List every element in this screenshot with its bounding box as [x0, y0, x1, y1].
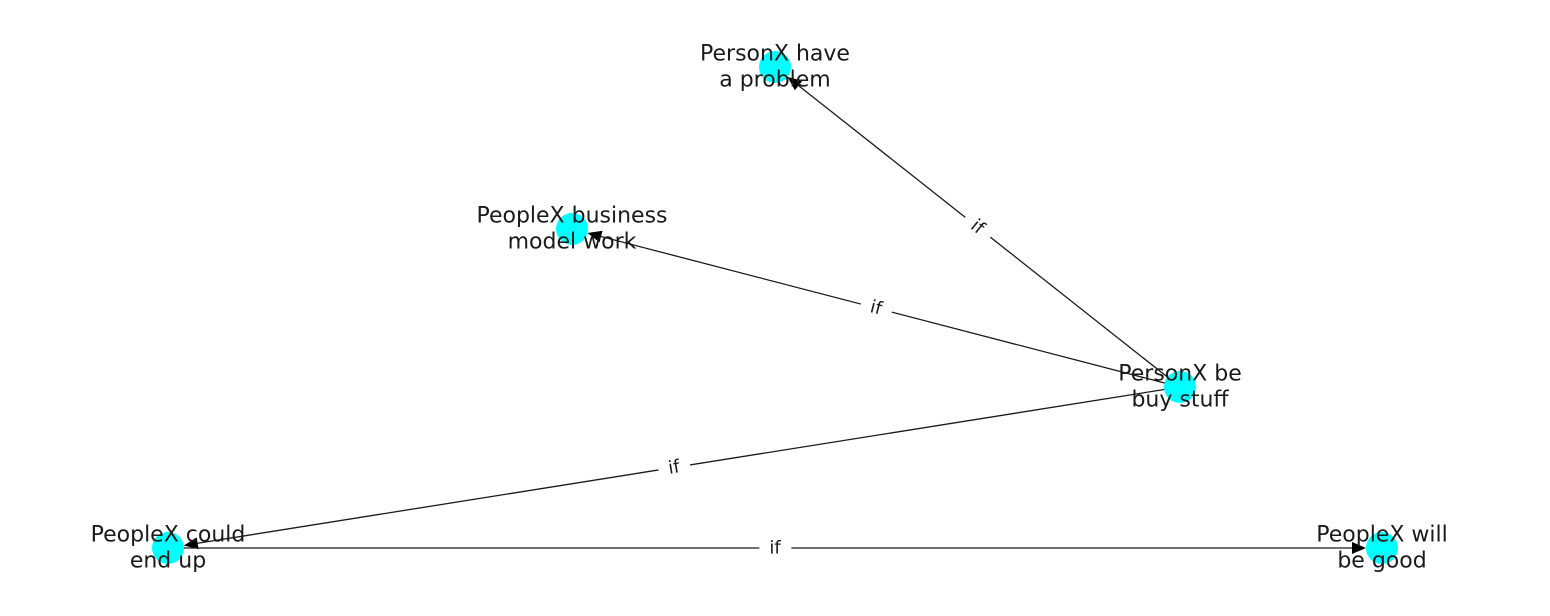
- node-n4-circle: [152, 532, 184, 564]
- edge-label-text: if: [667, 456, 682, 479]
- node-label-line: be good: [1337, 549, 1426, 574]
- edge-label-text: if: [769, 538, 781, 559]
- edges-layer: [177, 76, 1366, 554]
- node-label-line: PeopleX business: [476, 204, 667, 229]
- arrowhead: [1352, 542, 1366, 554]
- node-label-line: end up: [130, 549, 206, 574]
- edge-label-background: [759, 535, 792, 561]
- arrowhead: [787, 76, 803, 91]
- node-label-line: PersonX have: [700, 42, 850, 67]
- node-label-line: PeopleX will: [1316, 523, 1447, 548]
- edge-label: if: [957, 207, 999, 247]
- node-label-line: a problem: [719, 68, 831, 93]
- edge-label-background: [656, 452, 693, 483]
- node-label-line: buy stuff: [1131, 388, 1229, 413]
- node-n2-circle: [556, 213, 588, 245]
- edge-labels-layer: if if if if: [656, 207, 999, 561]
- node-n3-circle: [1164, 371, 1196, 403]
- node-n5-circle: [1366, 532, 1398, 564]
- node-label-line: PersonX be: [1118, 362, 1242, 387]
- nodes-layer: [152, 51, 1398, 564]
- edge-label-background: [857, 291, 895, 325]
- node-n1-circle: [759, 51, 791, 83]
- edge-label-background: [957, 207, 999, 247]
- edge-label: if: [656, 452, 693, 483]
- node-label-line: PeopleX could: [91, 523, 246, 548]
- edge-label: if: [759, 535, 792, 561]
- arrowhead: [587, 230, 603, 243]
- edge-label: if: [857, 291, 895, 325]
- node-label-line: model work: [508, 230, 637, 255]
- arrowhead: [183, 537, 199, 550]
